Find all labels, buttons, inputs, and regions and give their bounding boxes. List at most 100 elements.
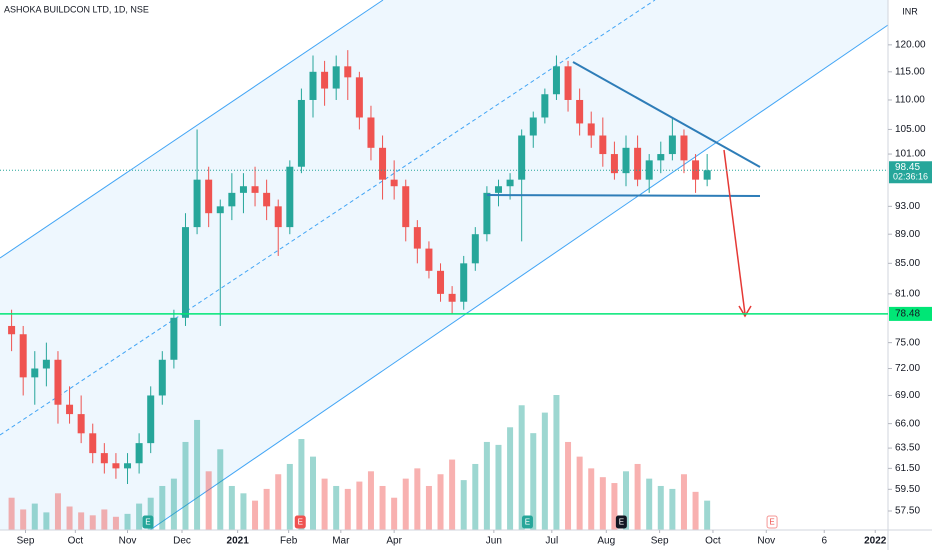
- earnings-label: E: [769, 518, 774, 527]
- y-tick-label: 75.00: [895, 337, 920, 348]
- volume-bar: [518, 405, 525, 530]
- candle-body: [529, 117, 537, 136]
- candle-body: [170, 317, 178, 360]
- countdown: 02:36:16: [893, 172, 928, 182]
- volume-bar: [669, 488, 676, 530]
- earnings-marker: [294, 515, 306, 529]
- y-tick-label: 115.00: [895, 66, 925, 77]
- last-price-bg: [889, 161, 932, 184]
- volume-bar: [310, 456, 317, 530]
- volume-bar: [159, 485, 166, 530]
- volume-bar: [228, 485, 235, 530]
- candle-body: [193, 179, 201, 228]
- candle-body: [239, 186, 247, 193]
- volume-bar: [333, 485, 340, 530]
- volume-bar: [356, 481, 363, 530]
- volume-bar: [89, 515, 96, 530]
- earnings-label: E: [619, 518, 624, 527]
- earnings-marker: [766, 515, 778, 529]
- candle-body: [147, 395, 155, 444]
- candle-body: [355, 77, 363, 118]
- volume-layer: [8, 395, 711, 530]
- earnings-marker: [521, 515, 533, 529]
- earnings-marker: [615, 515, 627, 529]
- channel-mid: [0, 0, 656, 436]
- last-price-label: 98.45: [895, 162, 920, 173]
- y-tick-label: 69.00: [895, 390, 920, 401]
- arrow-head: [738, 305, 752, 318]
- y-tick-label: 105.00: [895, 124, 926, 135]
- candle-body: [112, 463, 120, 469]
- y-tick-label: 63.50: [895, 443, 920, 454]
- x-tick-label: Sep: [651, 536, 669, 547]
- candle-body: [622, 147, 630, 174]
- x-tick-label: 2021: [227, 536, 250, 547]
- channel-fill: [0, 0, 888, 530]
- candle-body: [587, 123, 595, 136]
- pattern-base: [486, 194, 761, 197]
- candle-body: [263, 192, 271, 207]
- x-tick-label: 6: [821, 536, 827, 547]
- volume-bar: [298, 439, 305, 530]
- candle-body: [657, 154, 665, 161]
- support-label: 78.48: [895, 309, 920, 320]
- candle-body: [379, 147, 387, 180]
- candle-body: [100, 453, 108, 464]
- candle-body: [413, 227, 421, 249]
- y-tick-label: 93.00: [895, 201, 920, 212]
- volume-bar: [379, 485, 386, 530]
- y-tick-label: 81.00: [895, 289, 920, 300]
- volume-bar: [449, 459, 456, 530]
- candle-body: [448, 293, 456, 302]
- candle-body: [31, 368, 39, 378]
- volume-bar: [483, 441, 490, 530]
- x-tick-label: Oct: [68, 536, 84, 547]
- volume-bar: [8, 497, 15, 530]
- y-tick-label: 59.50: [895, 484, 920, 495]
- volume-bar: [101, 509, 108, 530]
- candle-body: [402, 186, 410, 228]
- candle-body: [634, 147, 642, 180]
- candle-body: [19, 334, 27, 378]
- candle-body: [552, 66, 560, 95]
- volume-bar: [321, 478, 328, 530]
- volume-bar: [565, 441, 572, 530]
- earnings-marker: [142, 515, 154, 529]
- candle-body: [309, 71, 317, 100]
- volume-bar: [391, 497, 398, 530]
- candle-body: [251, 186, 259, 193]
- candle-body: [286, 166, 294, 228]
- candle-body: [344, 66, 352, 78]
- candle-body: [77, 414, 85, 434]
- volume-bar: [66, 506, 73, 530]
- volume-bar: [414, 468, 421, 530]
- candle-body: [483, 192, 491, 235]
- x-tick-label: Nov: [757, 536, 775, 547]
- volume-bar: [472, 463, 479, 530]
- candle-body: [518, 135, 526, 180]
- volume-bar: [31, 503, 38, 530]
- chart-title: ASHOKA BUILDCON LTD, 1D, NSE: [4, 4, 149, 14]
- candle-body: [645, 160, 653, 180]
- volume-bar: [704, 500, 711, 530]
- volume-bar: [170, 478, 177, 530]
- volume-bar: [611, 483, 618, 530]
- x-tick-label: Jul: [545, 536, 558, 547]
- volume-bar: [507, 427, 514, 530]
- volume-bar: [576, 456, 583, 530]
- y-tick-label: 110.00: [895, 95, 925, 106]
- candle-body: [332, 66, 340, 89]
- x-tick-label: Nov: [119, 536, 137, 547]
- candle-body: [668, 135, 676, 155]
- x-tick-label: Dec: [173, 536, 191, 547]
- volume-bar: [623, 471, 630, 530]
- volume-bar: [692, 491, 699, 530]
- volume-bar: [588, 468, 595, 530]
- y-tick-label: 120.00: [895, 39, 926, 50]
- y-tick-label: 61.50: [895, 463, 920, 474]
- volume-bar: [217, 449, 224, 530]
- candle-body: [494, 186, 502, 193]
- volume-bar: [402, 478, 409, 530]
